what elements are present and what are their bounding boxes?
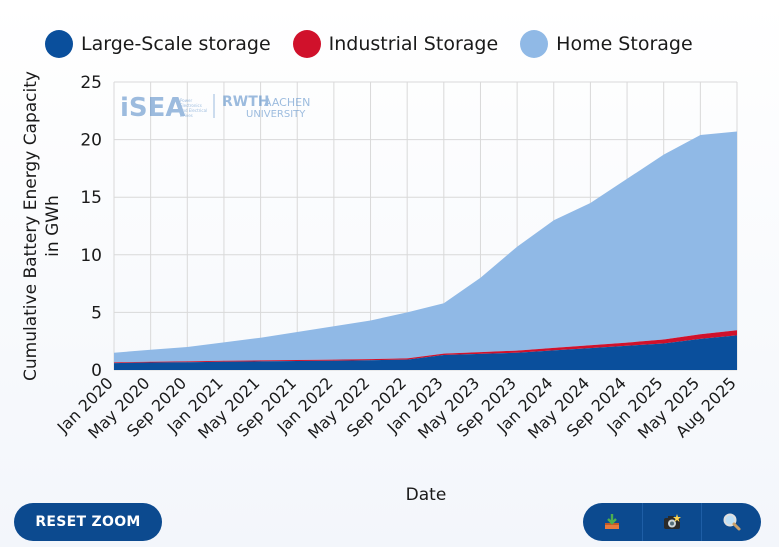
- area-industrial-storage: [114, 330, 737, 364]
- isea-rwth-logo: iSEA Power Electronics and Electrical Dr…: [120, 93, 310, 123]
- y-tick-label-0: 0: [91, 361, 102, 381]
- y-tick-label-10: 10: [80, 246, 102, 266]
- area-home-storage: [114, 131, 737, 363]
- area-series: [114, 131, 737, 370]
- logo-university-text: UNIVERSITY: [246, 109, 306, 120]
- legend-item-industrial[interactable]: Industrial Storage: [292, 30, 499, 58]
- y-axis: 0 5 10 15 20 25: [80, 73, 102, 381]
- magnifier-icon: [723, 513, 741, 531]
- legend-marker-industrial: [292, 30, 321, 58]
- chart-toolbar: [583, 503, 761, 541]
- logo-rwth-text: RWTH: [222, 94, 270, 110]
- chart-legend: Large-Scale storage Industrial Storage H…: [45, 30, 693, 58]
- logo-isea-text: iSEA: [120, 93, 186, 123]
- zoom-button[interactable]: [702, 503, 761, 541]
- legend-item-large-scale[interactable]: Large-Scale storage: [45, 30, 271, 58]
- download-button[interactable]: [583, 503, 643, 541]
- y-tick-label-25: 25: [80, 73, 102, 93]
- legend-label-large-scale: Large-Scale storage: [81, 33, 271, 55]
- y-tick-label-5: 5: [91, 303, 102, 323]
- legend-marker-home: [520, 30, 549, 58]
- y-axis-title-line-2: in GWh: [43, 195, 63, 257]
- legend-label-industrial: Industrial Storage: [328, 33, 499, 55]
- y-tick-label-15: 15: [80, 188, 102, 208]
- logo-aachen-text: AACHEN: [264, 96, 310, 109]
- download-icon: [605, 514, 620, 529]
- area-large-scale-storage: [114, 335, 737, 370]
- reset-zoom-button[interactable]: RESET ZOOM: [14, 503, 162, 541]
- logo-isea-sub-1: Power: [180, 98, 192, 103]
- legend-label-home: Home Storage: [556, 33, 693, 55]
- y-axis-title-line-1: Cumulative Battery Energy Capacity: [21, 71, 41, 381]
- y-tick-label-20: 20: [80, 131, 102, 151]
- y-axis-title: Cumulative Battery Energy Capacity in GW…: [21, 71, 63, 381]
- camera-icon: [664, 514, 681, 529]
- legend-marker-large-scale: [45, 30, 73, 58]
- logo-isea-sub-3: and Electrical: [180, 108, 207, 113]
- x-axis-title: Date: [406, 485, 447, 505]
- logo-isea-sub-2: Electronics: [180, 103, 202, 108]
- screenshot-button[interactable]: [643, 503, 703, 541]
- legend-item-home[interactable]: Home Storage: [520, 30, 693, 58]
- logo-isea-sub-4: Drives: [180, 113, 193, 118]
